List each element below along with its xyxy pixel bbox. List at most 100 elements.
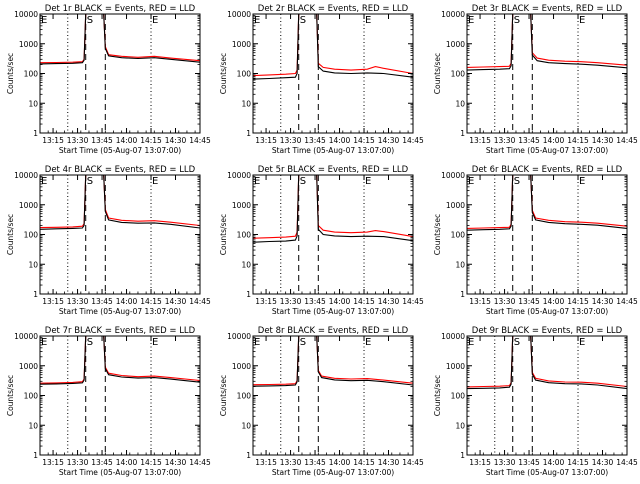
series-line-lld <box>467 336 627 388</box>
series-line-events <box>253 175 413 243</box>
y-axis-label: Counts/sec <box>6 375 15 416</box>
x-tick-label: 13:30 <box>280 136 302 145</box>
series-line-lld <box>467 14 627 68</box>
x-tick-label: 14:00 <box>116 458 138 467</box>
x-tick-label: 14:15 <box>353 136 375 145</box>
y-tick-label: 1000 <box>232 40 251 49</box>
x-tick-label: 13:15 <box>255 297 277 306</box>
time-marker-label: E <box>579 176 585 187</box>
series-line-events <box>253 336 413 387</box>
y-tick-label: 1000 <box>232 201 251 210</box>
time-marker-label: E <box>152 176 158 187</box>
x-tick-label: 13:45 <box>304 136 326 145</box>
y-tick-label: 10 <box>455 99 465 108</box>
y-tick-label: 10 <box>28 421 38 430</box>
plot-frame <box>252 174 414 295</box>
y-tick-label: 10000 <box>227 332 251 341</box>
x-tick-label: 14:45 <box>402 136 424 145</box>
y-tick-label: 10000 <box>227 171 251 180</box>
x-tick-label: 13:15 <box>469 297 491 306</box>
x-tick-label: 14:45 <box>402 458 424 467</box>
plot-frame <box>252 13 414 134</box>
y-axis-label: Counts/sec <box>6 53 15 94</box>
y-tick-label: 10000 <box>441 171 465 180</box>
x-tick-label: 13:45 <box>304 458 326 467</box>
x-tick-label: 13:15 <box>42 136 64 145</box>
plot-frame <box>466 335 628 456</box>
y-axis-label: Counts/sec <box>433 214 442 255</box>
series-line-events <box>40 175 200 230</box>
series-line-lld <box>253 336 413 386</box>
y-tick-label: 100 <box>237 231 252 240</box>
time-marker-label: E <box>579 15 585 26</box>
y-tick-label: 10000 <box>441 332 465 341</box>
time-marker-label: E <box>365 176 371 187</box>
x-tick-label: 13:45 <box>91 136 113 145</box>
x-tick-label: 14:30 <box>378 136 400 145</box>
x-axis-label: Start Time (05-Aug-07 13:07:00) <box>59 468 181 477</box>
panel-title: Det 7r BLACK = Events, RED = LLD <box>45 326 196 336</box>
y-axis-label: Counts/sec <box>433 375 442 416</box>
x-tick-label: 13:30 <box>67 297 89 306</box>
time-marker-label: E <box>365 15 371 26</box>
x-axis-label: Start Time (05-Aug-07 13:07:00) <box>272 146 394 155</box>
y-tick-label: 1000 <box>232 362 251 371</box>
x-tick-label: 14:45 <box>189 458 211 467</box>
time-marker-label: E <box>152 15 158 26</box>
x-tick-label: 14:00 <box>116 136 138 145</box>
x-tick-label: 14:30 <box>378 458 400 467</box>
x-tick-label: 13:15 <box>255 136 277 145</box>
x-tick-label: 14:15 <box>567 136 589 145</box>
time-marker-label: E <box>254 176 260 187</box>
y-tick-label: 10000 <box>14 332 38 341</box>
x-tick-label: 14:45 <box>616 136 638 145</box>
panel-title: Det 8r BLACK = Events, RED = LLD <box>258 326 409 336</box>
x-axis-label: Start Time (05-Aug-07 13:07:00) <box>486 146 608 155</box>
panel-title: Det 1r BLACK = Events, RED = LLD <box>45 4 196 14</box>
x-tick-label: 14:00 <box>329 297 351 306</box>
panel-title: Det 3r BLACK = Events, RED = LLD <box>472 4 623 14</box>
plot-frame <box>39 13 201 134</box>
y-tick-label: 1000 <box>446 362 465 371</box>
series-line-events <box>253 14 413 80</box>
panel-title: Det 9r BLACK = Events, RED = LLD <box>472 326 623 336</box>
y-tick-label: 1 <box>33 290 38 299</box>
y-tick-label: 10 <box>241 260 251 269</box>
y-tick-label: 1 <box>460 290 465 299</box>
x-tick-label: 14:15 <box>140 297 162 306</box>
x-tick-label: 14:45 <box>616 458 638 467</box>
y-axis-label: Counts/sec <box>219 214 228 255</box>
x-tick-label: 14:15 <box>353 458 375 467</box>
x-axis-label: Start Time (05-Aug-07 13:07:00) <box>59 146 181 155</box>
time-marker-label: E <box>468 176 474 187</box>
plot-frame <box>466 174 628 295</box>
x-tick-label: 14:15 <box>567 458 589 467</box>
time-marker-label: E <box>152 337 158 348</box>
x-tick-label: 13:15 <box>469 136 491 145</box>
time-marker-label: S <box>87 176 93 187</box>
series-line-events <box>40 336 200 385</box>
time-marker-label: S <box>514 176 520 187</box>
panel-title: Det 2r BLACK = Events, RED = LLD <box>258 4 409 14</box>
x-tick-label: 13:15 <box>42 458 64 467</box>
panel-title: Det 6r BLACK = Events, RED = LLD <box>472 165 623 175</box>
x-tick-label: 13:30 <box>494 458 516 467</box>
time-marker-label: S <box>300 176 306 187</box>
x-tick-label: 14:00 <box>329 136 351 145</box>
x-tick-label: 13:30 <box>280 458 302 467</box>
y-tick-label: 10000 <box>14 10 38 19</box>
x-axis-label: Start Time (05-Aug-07 13:07:00) <box>486 468 608 477</box>
y-tick-label: 1000 <box>446 201 465 210</box>
plot-frame <box>252 335 414 456</box>
y-tick-label: 10 <box>455 260 465 269</box>
x-tick-label: 13:45 <box>518 136 540 145</box>
plot-frame <box>466 13 628 134</box>
y-tick-label: 10 <box>241 421 251 430</box>
time-marker-label: E <box>468 15 474 26</box>
